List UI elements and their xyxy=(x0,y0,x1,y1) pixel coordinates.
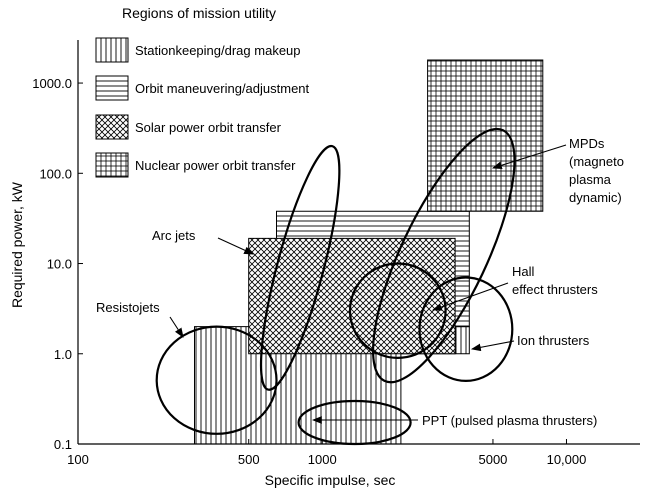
legend: Stationkeeping/drag makeup Orbit maneuve… xyxy=(95,37,310,178)
annotation-ion: Ion thrusters xyxy=(517,333,590,348)
y-ticks: 0.1 1.0 10.0 100.0 1000.0 xyxy=(32,76,83,452)
legend-swatch-solar xyxy=(95,114,129,140)
y-tick-label-100: 100.0 xyxy=(39,166,72,181)
chart-title: Regions of mission utility xyxy=(122,5,276,21)
arrow-arc-jets xyxy=(217,237,255,255)
arrow-resistojets xyxy=(169,316,184,338)
y-tick-label-1: 1.0 xyxy=(54,347,72,362)
legend-swatch-nuclear xyxy=(95,152,129,178)
ellipse-hall-effect-thrusters xyxy=(348,262,447,360)
annotation-hall-line1: Hall xyxy=(512,264,535,279)
ellipse-resistojets xyxy=(155,325,278,435)
annotation-mpds-line4: dynamic) xyxy=(569,190,622,205)
regions-layer xyxy=(194,59,544,445)
y-tick-label-10: 10.0 xyxy=(47,257,72,272)
x-tick-label-10000: 10,000 xyxy=(547,452,587,467)
arrow-mpds xyxy=(491,144,567,170)
y-tick-label-1000: 1000.0 xyxy=(32,76,72,91)
x-tick-label-500: 500 xyxy=(238,452,260,467)
annotation-hall-line2: effect thrusters xyxy=(512,282,598,297)
legend-label-orbit-maneuvering: Orbit maneuvering/adjustment xyxy=(135,81,310,96)
x-tick-label-5000: 5000 xyxy=(478,452,507,467)
y-tick-label-0.1: 0.1 xyxy=(54,437,72,452)
x-ticks: 100 500 1000 5000 10,000 xyxy=(67,439,586,467)
ellipse-arc-jets xyxy=(259,144,341,391)
legend-swatch-orbit-maneuvering xyxy=(95,75,129,101)
x-tick-label-1000: 1000 xyxy=(308,452,337,467)
arrow-ion xyxy=(470,340,515,352)
x-tick-label-100: 100 xyxy=(67,452,89,467)
annotation-ppt: PPT (pulsed plasma thrusters) xyxy=(422,413,597,428)
thruster-ellipses-layer xyxy=(155,127,516,446)
ellipse-ion-thrusters xyxy=(418,276,514,383)
ellipse-mpds-magneto-plasma-dynamic xyxy=(371,127,516,384)
arrow-hall xyxy=(431,282,509,311)
annotation-mpds-line2: (magneto xyxy=(569,154,624,169)
legend-swatch-stationkeeping xyxy=(95,37,129,63)
region-nuclear-power-orbit-transfer xyxy=(427,59,544,212)
legend-label-solar: Solar power orbit transfer xyxy=(135,120,282,135)
annotation-resistojets: Resistojets xyxy=(96,300,160,315)
annotation-arc-jets: Arc jets xyxy=(152,228,196,243)
legend-label-nuclear: Nuclear power orbit transfer xyxy=(135,158,296,173)
y-axis-label: Required power, kW xyxy=(9,181,25,308)
annotation-mpds-line1: MPDs xyxy=(569,136,605,151)
x-axis-label: Specific impulse, sec xyxy=(265,472,396,488)
annotation-mpds-line3: plasma xyxy=(569,172,612,187)
legend-label-stationkeeping: Stationkeeping/drag makeup xyxy=(135,43,301,58)
